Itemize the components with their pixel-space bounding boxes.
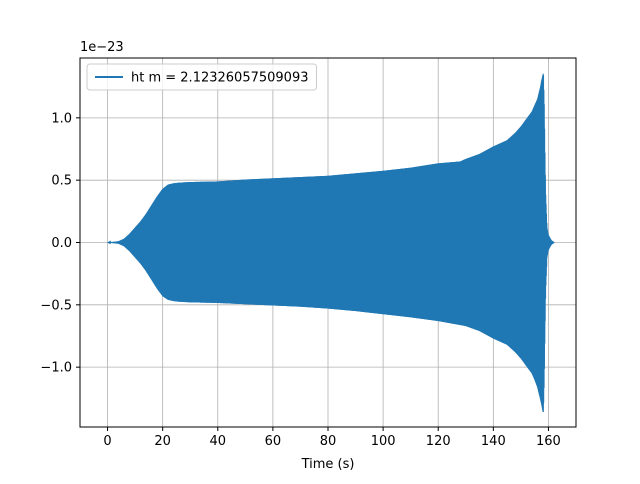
x-axis-label: Time (s) (301, 457, 355, 472)
series-line (107, 73, 555, 413)
y-tick-label: 0.5 (51, 174, 72, 189)
x-tick-label: 40 (210, 434, 227, 449)
plot-area (107, 73, 555, 413)
x-tick-label: 20 (154, 434, 171, 449)
x-tick-label: 120 (426, 434, 451, 449)
x-tick-label: 60 (265, 434, 282, 449)
legend-box (86, 63, 317, 91)
chart-legend: ht m = 2.12326057509093 (86, 63, 317, 91)
y-tick-label: −1.0 (40, 361, 72, 376)
legend-label: ht m = 2.12326057509093 (131, 71, 309, 86)
y-axis-offset-text: 1e−23 (80, 40, 124, 55)
y-tick-label: −0.5 (40, 298, 72, 313)
y-tick-label: 1.0 (51, 111, 72, 126)
x-axis-ticks: 0 20 40 60 80 100 120 140 160 (103, 427, 561, 449)
x-tick-label: 80 (320, 434, 337, 449)
y-axis-ticks: −1.0 −0.5 0.0 0.5 1.0 (40, 111, 80, 376)
x-tick-label: 140 (481, 434, 506, 449)
x-tick-label: 0 (103, 434, 111, 449)
x-tick-label: 160 (536, 434, 561, 449)
y-tick-label: 0.0 (51, 236, 72, 251)
x-tick-label: 100 (371, 434, 396, 449)
